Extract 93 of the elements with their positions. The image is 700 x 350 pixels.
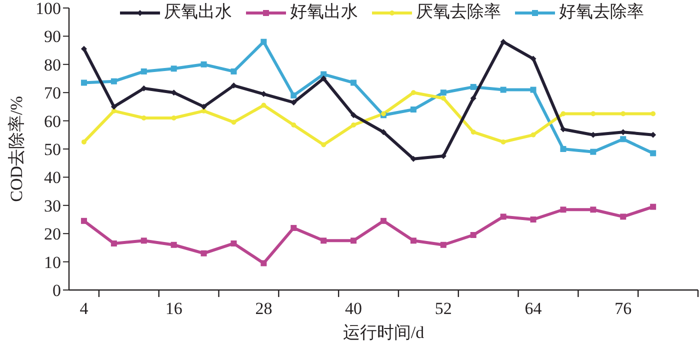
x-tick-label: 76 <box>614 299 632 318</box>
point <box>560 206 566 213</box>
legend-label: 厌氧去除率 <box>415 1 501 23</box>
point <box>350 80 357 86</box>
point <box>620 214 626 220</box>
x-tick-label: 16 <box>165 299 182 318</box>
point <box>110 78 117 84</box>
point <box>320 76 327 82</box>
y-tick-label: 30 <box>44 196 61 216</box>
x-tick-label: 40 <box>345 299 362 318</box>
point <box>530 132 536 138</box>
point <box>500 86 506 93</box>
point <box>111 108 116 114</box>
point <box>231 120 236 125</box>
point <box>80 218 87 224</box>
point <box>141 115 146 120</box>
point <box>620 136 626 142</box>
point <box>440 96 446 101</box>
point <box>590 111 596 116</box>
point <box>81 139 86 144</box>
y-tick-label: 80 <box>44 55 61 74</box>
point <box>590 148 596 155</box>
point <box>230 240 237 246</box>
point <box>201 108 206 114</box>
point <box>410 106 416 113</box>
point <box>530 56 536 62</box>
point <box>320 238 327 244</box>
point <box>470 84 476 90</box>
point <box>230 82 237 89</box>
point <box>110 104 117 110</box>
point <box>260 38 267 45</box>
point <box>350 112 357 118</box>
point <box>530 86 536 93</box>
point <box>440 242 446 248</box>
y-tick-label: 40 <box>44 168 61 188</box>
point <box>260 260 267 266</box>
point <box>500 38 506 45</box>
point <box>200 61 207 68</box>
point <box>140 68 147 74</box>
point <box>650 204 656 210</box>
legend-label: 好氧去除率 <box>558 1 644 23</box>
point <box>140 238 147 244</box>
point <box>470 130 476 135</box>
legend-label: 厌氧出水 <box>163 1 232 23</box>
point <box>230 68 237 74</box>
y-tick-label: 70 <box>44 84 61 103</box>
point <box>290 99 297 106</box>
point <box>170 242 177 248</box>
point <box>470 232 476 238</box>
point <box>260 91 267 98</box>
point <box>380 218 386 224</box>
point <box>410 238 416 244</box>
point <box>261 102 266 108</box>
point <box>500 139 506 144</box>
y-tick-label: 60 <box>44 112 61 131</box>
point <box>500 214 506 220</box>
x-tick-label: 4 <box>80 299 89 318</box>
point <box>351 122 356 128</box>
point <box>350 238 357 244</box>
point <box>380 129 386 136</box>
point <box>410 90 416 96</box>
point <box>80 80 87 86</box>
y-tick-label: 10 <box>44 252 61 272</box>
point <box>290 224 297 231</box>
point <box>560 146 566 152</box>
point <box>620 111 626 116</box>
x-axis-title: 运行时间/d <box>342 323 425 342</box>
point <box>321 142 326 148</box>
point <box>80 46 87 52</box>
point <box>470 95 476 102</box>
x-tick-label: 52 <box>434 299 452 318</box>
point <box>590 206 596 213</box>
point <box>530 216 536 222</box>
point <box>650 111 656 116</box>
point <box>290 92 297 98</box>
y-tick-label: 100 <box>36 0 61 18</box>
point <box>440 90 446 96</box>
y-tick-label: 90 <box>44 27 61 46</box>
point <box>110 240 117 246</box>
point <box>291 122 296 128</box>
point <box>560 111 566 116</box>
point <box>170 66 177 72</box>
point <box>200 104 207 110</box>
legend-label: 好氧出水 <box>289 1 358 23</box>
point <box>171 115 176 120</box>
point <box>650 150 656 156</box>
x-tick-label: 28 <box>255 299 272 318</box>
y-tick-label: 20 <box>44 224 61 244</box>
x-tick-label: 64 <box>524 299 542 318</box>
y-tick-label: 0 <box>52 281 61 300</box>
point <box>200 250 207 256</box>
y-axis-title: COD去除率/% <box>7 96 26 202</box>
y-tick-label: 50 <box>44 140 61 160</box>
